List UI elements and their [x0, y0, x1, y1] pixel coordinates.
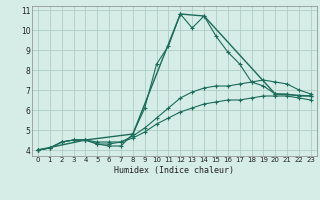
X-axis label: Humidex (Indice chaleur): Humidex (Indice chaleur): [115, 166, 234, 175]
